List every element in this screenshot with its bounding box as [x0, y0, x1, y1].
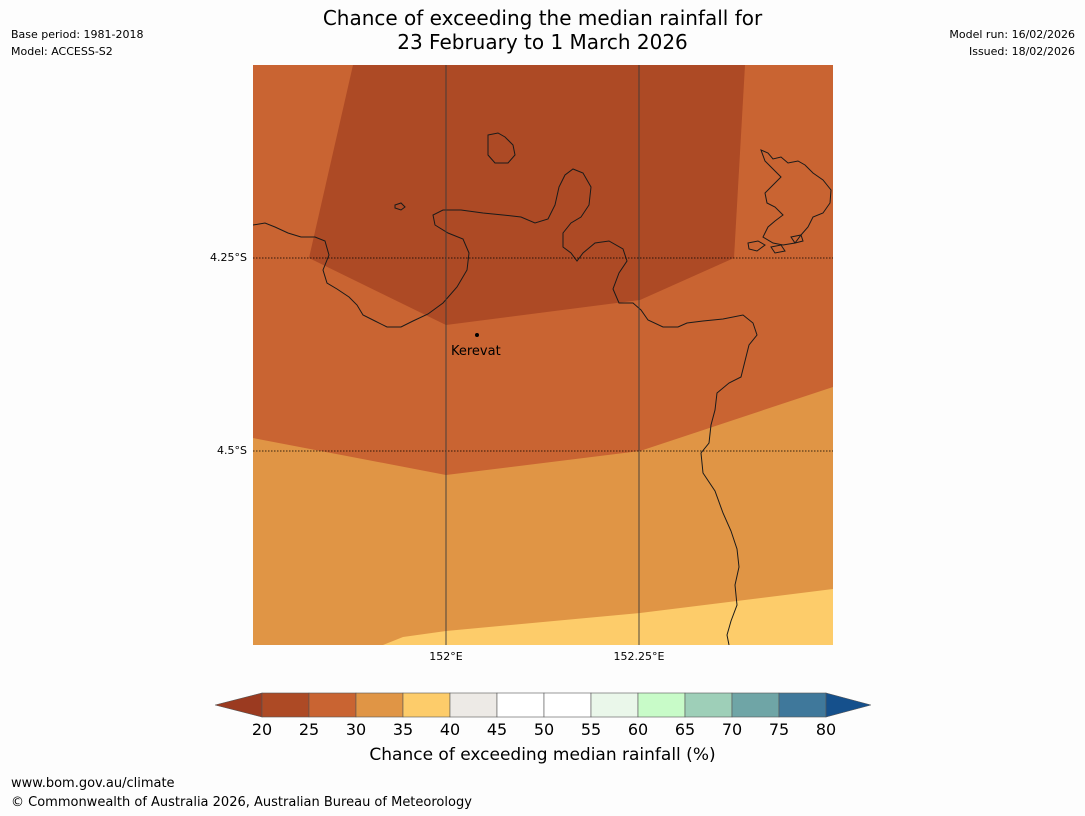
- colorbar-tick-25: 25: [298, 720, 320, 739]
- colorbar-tick-80: 80: [815, 720, 837, 739]
- zone-20-25: [309, 65, 745, 325]
- colorbar-tick-75: 75: [768, 720, 790, 739]
- coastline: [253, 132, 832, 645]
- colorbar-tick-65: 65: [674, 720, 696, 739]
- chart-title: Chance of exceeding the median rainfall …: [0, 6, 1085, 54]
- meta-left: Base period: 1981-2018 Model: ACCESS-S2: [11, 26, 143, 60]
- issued-date: Issued: 18/02/2026: [968, 45, 1075, 58]
- colorbar-tick-20: 20: [251, 720, 273, 739]
- colorbar: [215, 692, 871, 718]
- title-line-2: 23 February to 1 March 2026: [397, 30, 688, 54]
- colorbar-cell-40-45: [449, 692, 498, 718]
- zone-35-40: [383, 589, 833, 645]
- colorbar-cell-35-40: [402, 692, 451, 718]
- lat-label-4-25: 4.25°S: [210, 251, 247, 264]
- colorbar-cell-30-35: [355, 692, 404, 718]
- meta-right: Model run: 16/02/2026 Issued: 18/02/2026: [949, 26, 1075, 60]
- colorbar-tick-35: 35: [392, 720, 414, 739]
- colorbar-cell-45-50: [496, 692, 545, 718]
- model-run: Model run: 16/02/2026: [949, 28, 1075, 41]
- colorbar-cell-50-55: [543, 692, 592, 718]
- title-line-1: Chance of exceeding the median rainfall …: [322, 6, 763, 30]
- colorbar-tick-45: 45: [486, 720, 508, 739]
- kerevat-label: Kerevat: [451, 344, 501, 359]
- colorbar-tick-30: 30: [345, 720, 367, 739]
- footer-url[interactable]: www.bom.gov.au/climate: [11, 776, 175, 791]
- graticule: [253, 65, 833, 645]
- colorbar-cell-55-60: [590, 692, 639, 718]
- colorbar-cell-20-25: [261, 692, 310, 718]
- model-name: Model: ACCESS-S2: [11, 45, 113, 58]
- colorbar-cell-75-80: [778, 692, 827, 718]
- colorbar-label: Chance of exceeding median rainfall (%): [369, 745, 716, 765]
- colorbar-cell-60-65: [637, 692, 686, 718]
- colorbar-extend-high: [825, 692, 871, 718]
- footer: www.bom.gov.au/climate © Commonwealth of…: [11, 774, 472, 812]
- colorbar-cell-70-75: [731, 692, 780, 718]
- colorbar-tick-40: 40: [439, 720, 461, 739]
- colorbar-tick-55: 55: [580, 720, 602, 739]
- colorbar-tick-70: 70: [721, 720, 743, 739]
- colorbar-cell-25-30: [308, 692, 357, 718]
- colorbar-tick-50: 50: [533, 720, 555, 739]
- rainfall-map[interactable]: Kerevat: [253, 65, 833, 645]
- kerevat-marker[interactable]: [475, 333, 479, 337]
- colorbar-extend-low: [215, 692, 263, 718]
- base-period: Base period: 1981-2018: [11, 28, 144, 41]
- lat-label-4-5: 4.5°S: [217, 444, 247, 457]
- lon-label-152: 152°E: [429, 650, 463, 663]
- lon-label-152-25: 152.25°E: [613, 650, 665, 663]
- colorbar-tick-60: 60: [627, 720, 649, 739]
- colorbar-cell-65-70: [684, 692, 733, 718]
- footer-copyright: © Commonwealth of Australia 2026, Austra…: [11, 795, 472, 810]
